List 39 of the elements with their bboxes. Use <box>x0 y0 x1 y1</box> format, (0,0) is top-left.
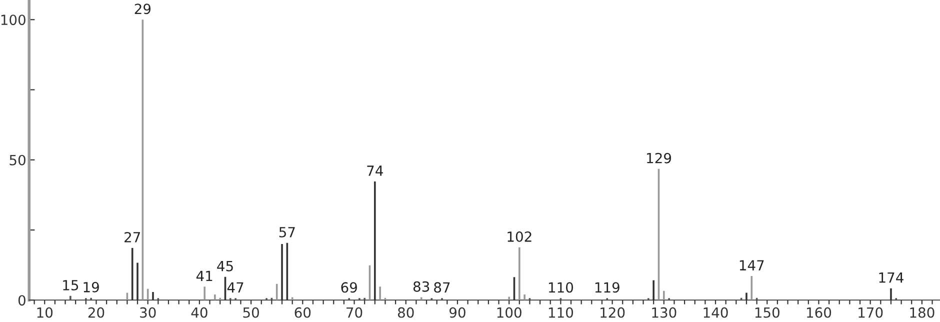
x-tick-label: 130 <box>652 307 676 318</box>
annotation: 147 <box>740 260 764 270</box>
x-tick-label: 40 <box>191 307 208 318</box>
annotation: 110 <box>548 282 574 293</box>
x-tick-label: 70 <box>346 307 362 318</box>
annotation: 29 <box>134 4 151 14</box>
annotation: 174 <box>879 272 904 283</box>
x-tick-label: 10 <box>37 307 53 318</box>
annotation: 41 <box>196 270 212 281</box>
x-tick-label: 50 <box>243 307 259 318</box>
x-tick-label: 90 <box>450 307 466 318</box>
y-tick-label: 50 <box>10 154 26 166</box>
annotation: 119 <box>595 282 620 293</box>
annotation: 69 <box>341 282 357 293</box>
x-tick-label: 170 <box>858 307 883 318</box>
x-tick-label: 60 <box>294 307 311 318</box>
x-tick-label: 80 <box>398 307 414 318</box>
annotation: 27 <box>124 232 140 242</box>
x-tick-label: 30 <box>140 307 156 318</box>
x-tick-label: 110 <box>548 307 574 318</box>
y-tick-label: 0 <box>18 295 26 306</box>
y-tick-label: 100 <box>1 14 26 26</box>
x-tick-label: 150 <box>755 307 780 318</box>
annotation: 74 <box>367 166 383 176</box>
annotation: 15 <box>63 280 78 290</box>
annotation: 45 <box>217 261 233 272</box>
annotation: 129 <box>647 152 672 164</box>
x-tick-label: 180 <box>910 307 934 318</box>
annotation: 83 <box>413 281 430 292</box>
annotation: 47 <box>227 282 244 292</box>
x-tick-label: 160 <box>806 307 832 318</box>
x-tick-label: 120 <box>600 307 625 318</box>
annotation: 87 <box>434 282 450 293</box>
annotation: 102 <box>508 231 532 242</box>
x-tick-label: 140 <box>704 307 728 318</box>
x-tick-label: 20 <box>88 307 104 318</box>
annotation: 57 <box>279 227 295 238</box>
x-tick-label: 100 <box>497 307 522 318</box>
annotation: 19 <box>84 282 99 292</box>
